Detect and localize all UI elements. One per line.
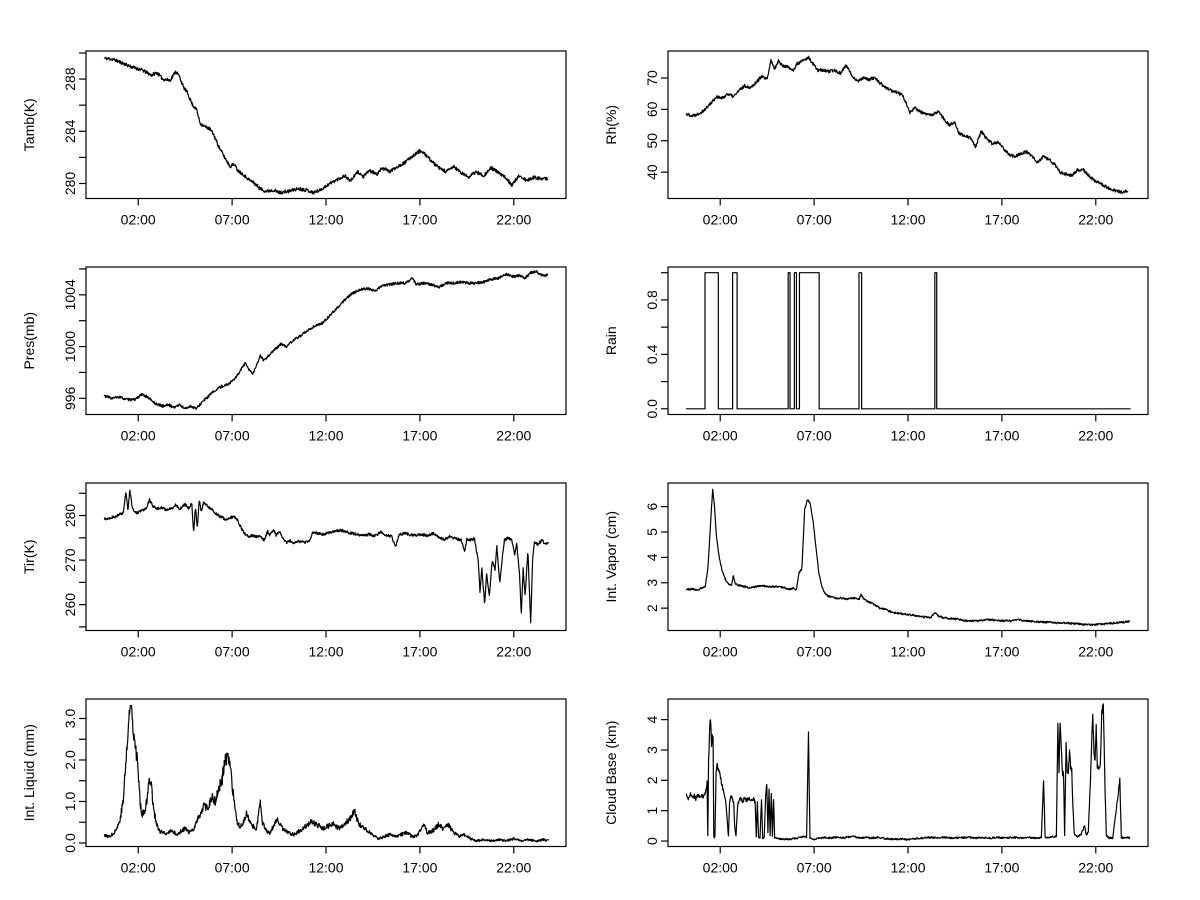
y-tick-label-tamb: 280 (62, 172, 78, 196)
y-tick-label-tir: 280 (62, 504, 78, 528)
y-tick-label-rh: 50 (644, 133, 660, 149)
x-tick-label-liquid: 12:00 (308, 860, 343, 876)
y-tick-label-rain: 0.0 (644, 399, 660, 419)
x-tick-label-pres: 12:00 (308, 428, 343, 444)
x-tick-label-pres: 07:00 (215, 428, 250, 444)
y-axis-title-pres: Pres(mb) (21, 312, 37, 370)
data-line-liquid (103, 704, 549, 843)
x-tick-label-liquid: 02:00 (121, 860, 156, 876)
x-tick-label-cloud: 12:00 (890, 860, 925, 876)
y-axis-title-tir: Tir(K) (21, 540, 37, 574)
x-tick-label-vapor: 07:00 (797, 644, 832, 660)
y-axis-title-liquid: Int. Liquid (mm) (21, 724, 37, 821)
x-tick-label-tir: 02:00 (121, 644, 156, 660)
x-tick-label-tamb: 17:00 (402, 212, 437, 228)
x-tick-label-tamb: 02:00 (121, 212, 156, 228)
panel-rain: 02:00 07:00 12:00 17:00 22:00 0.0 0.4 0.8 Rain (603, 266, 1149, 444)
y-tick-label-liquid: 1.0 (62, 792, 78, 812)
panel-tir: 02:00 07:00 12:00 17:00 22:00 260 270 280 Tir(K) (21, 482, 567, 660)
y-tick-label-cloud: 3 (644, 746, 660, 754)
x-tick-label-rh: 17:00 (984, 212, 1019, 228)
x-tick-label-rh: 22:00 (1078, 212, 1113, 228)
x-tick-label-vapor: 02:00 (703, 644, 738, 660)
panel-vapor: 02:00 07:00 12:00 17:00 22:00 2 3 4 5 6 Int. Vapor… (603, 482, 1149, 660)
x-tick-label-tamb: 07:00 (215, 212, 250, 228)
data-line-rh (685, 55, 1129, 195)
x-tick-label-liquid: 07:00 (215, 860, 250, 876)
y-tick-label-tamb: 284 (62, 119, 78, 143)
x-tick-label-rh: 02:00 (703, 212, 738, 228)
x-tick-label-cloud: 02:00 (703, 860, 738, 876)
panel-rh: 02:00 07:00 12:00 17:00 22:00 40 50 60 70 Rh(%) (603, 50, 1149, 228)
data-line-cloud (685, 703, 1131, 841)
y-axis-title-rh: Rh(%) (603, 105, 619, 145)
y-tick-label-rain: 0.8 (644, 290, 660, 310)
x-tick-label-tir: 07:00 (215, 644, 250, 660)
y-tick-label-vapor: 4 (644, 553, 660, 561)
y-tick-label-rh: 60 (644, 101, 660, 117)
x-tick-label-tir: 17:00 (402, 644, 437, 660)
x-tick-label-liquid: 17:00 (402, 860, 437, 876)
x-tick-label-rain: 17:00 (984, 428, 1019, 444)
y-tick-label-vapor: 3 (644, 579, 660, 587)
y-tick-label-pres: 996 (62, 386, 78, 410)
y-tick-label-liquid: 3.0 (62, 709, 78, 729)
y-tick-label-cloud: 1 (644, 807, 660, 815)
x-tick-label-rain: 22:00 (1078, 428, 1113, 444)
y-tick-label-pres: 1004 (62, 279, 78, 310)
y-axis-title-vapor: Int. Vapor (cm) (603, 511, 619, 603)
x-tick-label-rain: 12:00 (890, 428, 925, 444)
x-tick-label-cloud: 07:00 (797, 860, 832, 876)
x-tick-label-rh: 12:00 (890, 212, 925, 228)
x-tick-label-tir: 22:00 (496, 644, 531, 660)
y-axis-title-tamb: Tamb(K) (21, 98, 37, 151)
x-tick-label-cloud: 17:00 (984, 860, 1019, 876)
x-tick-label-tir: 12:00 (308, 644, 343, 660)
y-tick-label-liquid: 0.0 (62, 833, 78, 853)
y-tick-label-vapor: 5 (644, 528, 660, 536)
panel-pres: 02:00 07:00 12:00 17:00 22:00 996 1000 1004 Pres… (21, 266, 567, 444)
x-tick-label-pres: 17:00 (402, 428, 437, 444)
y-tick-label-pres: 1000 (62, 331, 78, 362)
x-tick-label-rain: 02:00 (703, 428, 738, 444)
y-tick-label-vapor: 2 (644, 604, 660, 612)
y-tick-label-rh: 70 (644, 70, 660, 86)
x-tick-label-liquid: 22:00 (496, 860, 531, 876)
x-tick-label-cloud: 22:00 (1078, 860, 1113, 876)
y-axis-title-cloud: Cloud Base (km) (603, 721, 619, 825)
x-tick-label-rh: 07:00 (797, 212, 832, 228)
y-axis-title-rain: Rain (603, 326, 619, 355)
data-line-vapor (685, 488, 1131, 627)
x-tick-label-pres: 02:00 (121, 428, 156, 444)
x-tick-label-pres: 22:00 (496, 428, 531, 444)
y-tick-label-tir: 260 (62, 593, 78, 617)
x-tick-label-rain: 07:00 (797, 428, 832, 444)
x-tick-label-tamb: 12:00 (308, 212, 343, 228)
x-tick-label-vapor: 22:00 (1078, 644, 1113, 660)
y-tick-label-rain: 0.4 (644, 344, 660, 364)
x-tick-label-vapor: 12:00 (890, 644, 925, 660)
data-line-pres (103, 270, 549, 411)
y-tick-label-rh: 40 (644, 164, 660, 180)
y-tick-label-cloud: 4 (644, 716, 660, 724)
data-line-rain (685, 272, 1131, 410)
data-line-tamb (103, 56, 549, 195)
panel-cloud: 02:00 07:00 12:00 17:00 22:00 0 1 2 3 4 Cloud Base… (603, 698, 1149, 876)
y-tick-label-vapor: 6 (644, 503, 660, 511)
panel-liquid: 02:00 07:00 12:00 17:00 22:00 0.0 1.0 2.0 3.0 Int… (21, 698, 567, 876)
y-tick-label-cloud: 0 (644, 837, 660, 845)
y-tick-label-tir: 270 (62, 548, 78, 572)
data-line-tir (103, 489, 549, 624)
y-tick-label-cloud: 2 (644, 776, 660, 784)
panel-tamb: 02:00 07:00 12:00 17:00 22:00 280 284 288 Tamb(K… (21, 50, 567, 228)
y-tick-label-liquid: 2.0 (62, 750, 78, 770)
x-tick-label-tamb: 22:00 (496, 212, 531, 228)
y-tick-label-tamb: 288 (62, 67, 78, 91)
x-tick-label-vapor: 17:00 (984, 644, 1019, 660)
